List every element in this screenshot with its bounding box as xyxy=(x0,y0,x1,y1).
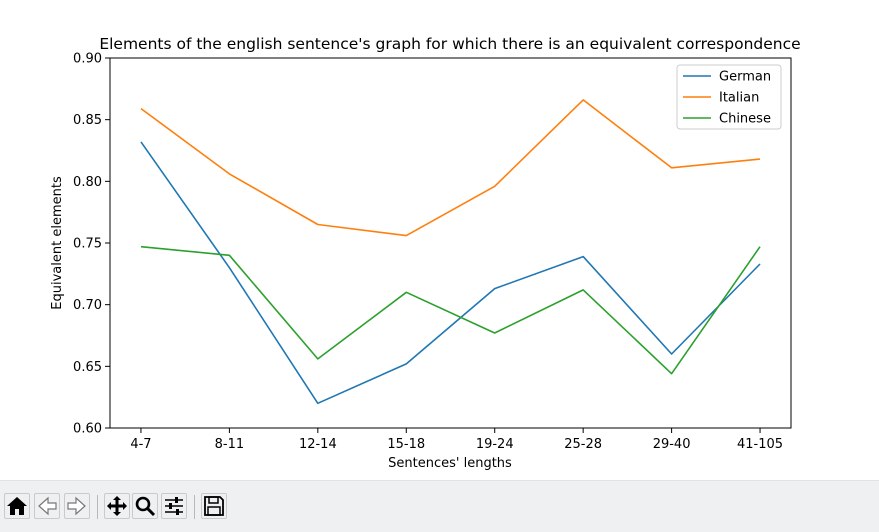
x-tick-label: 29-40 xyxy=(653,437,691,452)
y-tick-label: 0.60 xyxy=(73,422,102,437)
y-tick-label: 0.70 xyxy=(73,298,102,313)
arrow-right-icon xyxy=(67,496,86,516)
line-chart: Elements of the english sentence's graph… xyxy=(50,35,801,471)
y-tick-label: 0.75 xyxy=(73,237,102,252)
arrow-left-icon xyxy=(38,496,57,516)
x-axis-label: Sentences' lengths xyxy=(388,456,512,471)
navigation-toolbar xyxy=(0,480,879,532)
series-line-italian xyxy=(140,99,761,237)
configure-subplots-button[interactable] xyxy=(161,493,187,519)
y-tick-label: 0.80 xyxy=(73,175,102,190)
x-tick-label: 4-7 xyxy=(130,437,151,452)
x-tick-label: 19-24 xyxy=(476,437,514,452)
move-icon xyxy=(107,496,127,516)
legend-label-german: German xyxy=(719,70,771,85)
x-tick-label: 41-105 xyxy=(737,437,783,452)
x-tick-label: 15-18 xyxy=(387,437,425,452)
home-button[interactable] xyxy=(4,493,30,519)
y-axis-label: Equivalent elements xyxy=(50,176,65,310)
series-line-german xyxy=(140,141,761,405)
figure: Elements of the english sentence's graph… xyxy=(50,35,801,471)
y-tick-label: 0.85 xyxy=(73,113,102,128)
sliders-icon xyxy=(165,497,183,515)
legend-label-italian: Italian xyxy=(719,91,759,106)
home-icon xyxy=(7,497,27,515)
zoom-button[interactable] xyxy=(132,493,158,519)
chart-title: Elements of the english sentence's graph… xyxy=(99,35,800,53)
floppy-disk-icon xyxy=(204,496,224,516)
x-tick-label: 12-14 xyxy=(299,437,337,452)
x-tick-label: 8-11 xyxy=(215,437,245,452)
y-tick-label: 0.90 xyxy=(73,52,102,67)
toolbar-separator xyxy=(97,495,98,519)
plot-area: 0.60 0.65 0.70 0.75 0.80 0.85 0.90 4-7 8-11 12-14… xyxy=(73,52,792,452)
legend: German Italian Chinese xyxy=(676,64,782,130)
pan-button[interactable] xyxy=(104,493,130,519)
y-tick-label: 0.65 xyxy=(73,360,102,375)
save-button[interactable] xyxy=(201,493,227,519)
toolbar-separator xyxy=(194,495,195,519)
legend-box xyxy=(676,64,782,130)
back-button[interactable] xyxy=(34,493,60,519)
forward-button[interactable] xyxy=(64,493,90,519)
magnifier-icon xyxy=(135,496,156,517)
legend-label-chinese: Chinese xyxy=(719,112,771,127)
x-tick-label: 25-28 xyxy=(564,437,602,452)
series-line-chinese xyxy=(140,245,761,375)
